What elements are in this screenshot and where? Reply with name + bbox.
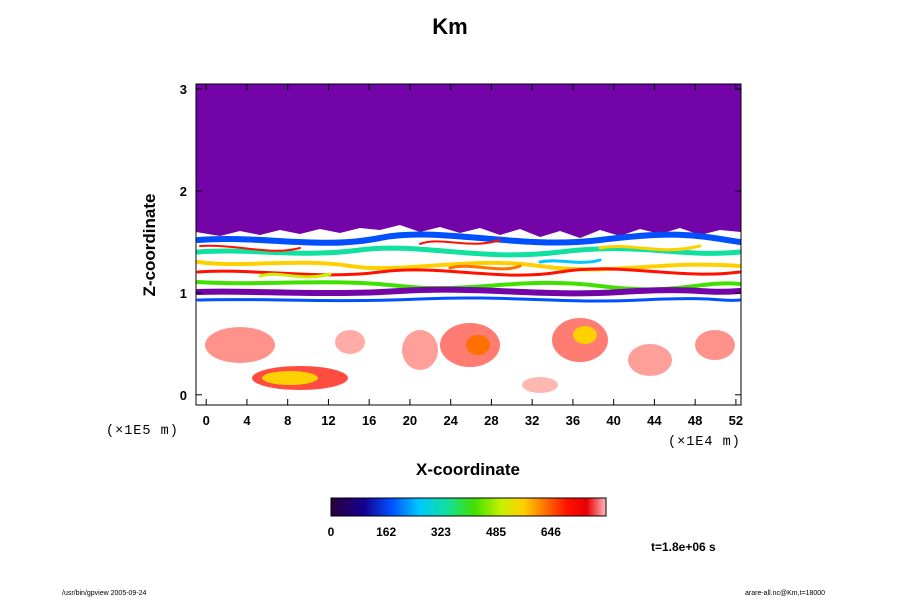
x-scale-note: (×1E4 m)	[668, 435, 741, 450]
y-tick-label: 2	[180, 184, 187, 199]
time-label: t=1.8e+06 s	[651, 540, 716, 554]
colorbar-tick-label: 646	[541, 525, 561, 539]
x-tick-label: 24	[443, 413, 458, 428]
x-tick-label: 4	[243, 413, 251, 428]
x-tick-label: 32	[525, 413, 539, 428]
x-tick-label: 36	[566, 413, 580, 428]
turbulent-band	[196, 231, 741, 303]
x-tick-label: 44	[647, 413, 662, 428]
colorbar-ticks: 0 162 323 485 646	[328, 525, 562, 539]
x-tick-label: 52	[729, 413, 743, 428]
x-tick-label: 0	[203, 413, 210, 428]
x-axis-ticks: 0 4 8 12 16 20 24 28 32 36 40 44 48 52	[203, 84, 743, 428]
colorbar-tick-label: 323	[431, 525, 451, 539]
y-tick-label: 0	[180, 388, 187, 403]
upper-region	[196, 84, 741, 238]
x-tick-label: 8	[284, 413, 291, 428]
x-tick-label: 12	[321, 413, 335, 428]
heatmap-field	[196, 84, 741, 405]
x-tick-label: 28	[484, 413, 498, 428]
colorbar-tick-label: 162	[376, 525, 396, 539]
colorbar: 0 162 323 485 646	[328, 497, 607, 539]
colorbar-tick-label: 0	[328, 525, 335, 539]
plot-frame	[195, 83, 742, 406]
x-tick-label: 48	[688, 413, 702, 428]
colorbar-tick-label: 485	[486, 525, 506, 539]
y-scale-note: (×1E5 m)	[106, 424, 179, 439]
chart-title: Km	[432, 14, 468, 39]
y-tick-label: 3	[180, 82, 187, 97]
y-tick-label: 1	[180, 286, 187, 301]
convective-region	[205, 318, 735, 393]
footer-right: arare-all.nc@Km,t=18000	[745, 590, 826, 597]
x-tick-label: 40	[606, 413, 620, 428]
x-axis-label: X-coordinate	[416, 460, 520, 479]
x-tick-label: 20	[403, 413, 417, 428]
footer-left: /usr/bin/gpview 2005-09-24	[62, 590, 147, 597]
y-axis-label: Z-coordinate	[140, 193, 159, 297]
y-axis-ticks: 0 1 2 3	[180, 82, 741, 403]
x-tick-label: 16	[362, 413, 376, 428]
